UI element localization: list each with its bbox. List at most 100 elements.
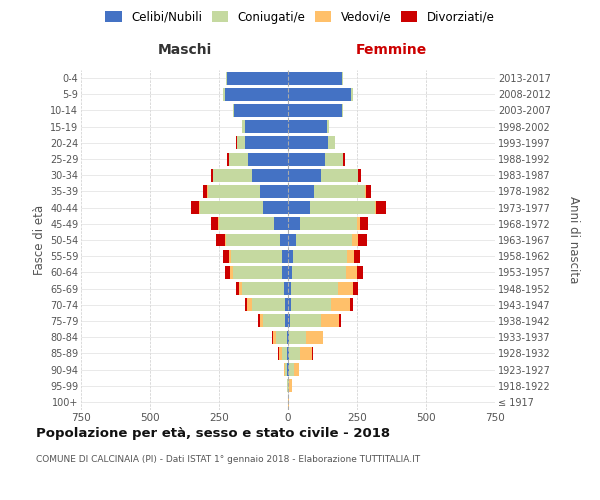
Bar — [328, 136, 335, 149]
Bar — [357, 218, 360, 230]
Bar — [242, 120, 245, 133]
Bar — [314, 185, 365, 198]
Bar — [288, 250, 293, 262]
Bar — [366, 185, 371, 198]
Bar — [288, 218, 301, 230]
Bar — [288, 314, 290, 328]
Bar — [231, 250, 282, 262]
Bar — [288, 120, 326, 133]
Bar — [291, 298, 331, 311]
Bar — [358, 234, 367, 246]
Bar — [234, 104, 288, 117]
Bar — [347, 250, 353, 262]
Bar — [292, 282, 338, 295]
Bar — [288, 298, 291, 311]
Bar — [224, 88, 288, 101]
Bar — [289, 363, 293, 376]
Bar — [288, 185, 314, 198]
Bar — [263, 314, 285, 328]
Bar — [293, 363, 299, 376]
Bar — [287, 347, 288, 360]
Bar — [350, 298, 353, 311]
Bar — [288, 152, 325, 166]
Bar — [288, 136, 328, 149]
Bar — [203, 185, 208, 198]
Bar — [251, 298, 284, 311]
Bar — [223, 88, 224, 101]
Bar — [273, 330, 275, 344]
Bar — [281, 347, 287, 360]
Bar — [301, 218, 357, 230]
Bar — [342, 72, 343, 85]
Bar — [357, 266, 362, 279]
Bar — [247, 298, 251, 311]
Bar — [226, 234, 280, 246]
Bar — [200, 201, 263, 214]
Bar — [288, 266, 292, 279]
Bar — [214, 169, 252, 181]
Y-axis label: Anni di nascita: Anni di nascita — [568, 196, 580, 284]
Bar — [289, 330, 306, 344]
Bar — [229, 152, 248, 166]
Bar — [236, 282, 239, 295]
Bar — [310, 201, 375, 214]
Bar — [352, 234, 358, 246]
Bar — [191, 201, 199, 214]
Bar — [260, 185, 288, 198]
Bar — [248, 152, 288, 166]
Bar — [245, 136, 288, 149]
Bar — [376, 201, 386, 214]
Y-axis label: Fasce di età: Fasce di età — [32, 205, 46, 275]
Bar — [282, 250, 288, 262]
Bar — [233, 266, 283, 279]
Text: Femmine: Femmine — [356, 44, 427, 58]
Bar — [288, 234, 296, 246]
Bar — [285, 314, 288, 328]
Bar — [260, 314, 263, 328]
Bar — [237, 136, 245, 149]
Bar — [226, 72, 227, 85]
Bar — [224, 234, 226, 246]
Bar — [233, 104, 234, 117]
Bar — [252, 169, 288, 181]
Bar — [275, 330, 287, 344]
Bar — [306, 330, 323, 344]
Bar — [227, 72, 288, 85]
Bar — [353, 282, 358, 295]
Bar — [300, 347, 312, 360]
Bar — [288, 104, 342, 117]
Bar — [320, 314, 338, 328]
Bar — [352, 88, 353, 101]
Bar — [279, 347, 281, 360]
Bar — [284, 363, 285, 376]
Bar — [287, 330, 288, 344]
Bar — [283, 266, 288, 279]
Bar — [274, 218, 288, 230]
Bar — [338, 282, 353, 295]
Bar — [230, 266, 233, 279]
Bar — [288, 330, 289, 344]
Bar — [225, 266, 230, 279]
Bar — [229, 250, 231, 262]
Bar — [288, 201, 310, 214]
Bar — [296, 234, 352, 246]
Bar — [358, 169, 361, 181]
Bar — [288, 347, 289, 360]
Bar — [259, 314, 260, 328]
Bar — [227, 152, 229, 166]
Bar — [208, 185, 260, 198]
Bar — [288, 88, 352, 101]
Bar — [325, 152, 343, 166]
Bar — [326, 120, 329, 133]
Bar — [321, 169, 358, 181]
Bar — [288, 72, 342, 85]
Bar — [211, 218, 218, 230]
Bar — [288, 169, 321, 181]
Bar — [211, 169, 214, 181]
Bar — [288, 379, 289, 392]
Bar — [342, 104, 343, 117]
Bar — [242, 282, 284, 295]
Bar — [346, 266, 357, 279]
Bar — [331, 298, 350, 311]
Bar — [284, 282, 288, 295]
